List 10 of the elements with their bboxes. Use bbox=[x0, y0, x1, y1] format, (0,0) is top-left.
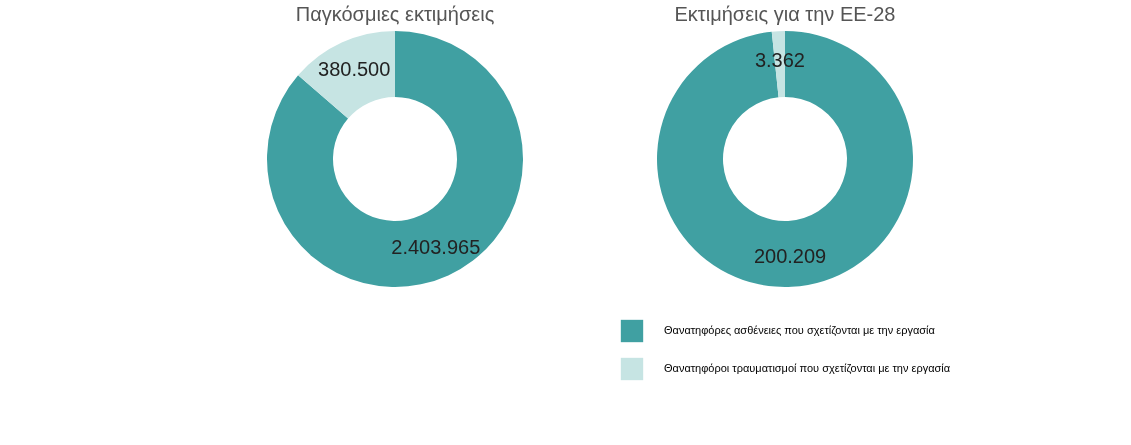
data-label: 2.403.965 bbox=[391, 236, 481, 259]
donut-slice bbox=[267, 31, 523, 287]
chart-title: Παγκόσμιες εκτιμήσεις bbox=[295, 3, 495, 25]
data-label: 380.500 bbox=[318, 57, 391, 80]
donut-slice bbox=[657, 31, 913, 287]
donut-slice bbox=[298, 31, 395, 119]
legend-label: Θανατηφόροι τραυματισμοί που σχετίζονται με την εργασία bbox=[664, 362, 951, 374]
legend-label: Θανατηφόρες ασθένειες που σχετίζονται με την εργασία bbox=[664, 324, 936, 336]
data-label: 200.209 bbox=[753, 244, 827, 267]
chart-title: Εκτιμήσεις για την ΕΕ-28 bbox=[674, 3, 896, 25]
